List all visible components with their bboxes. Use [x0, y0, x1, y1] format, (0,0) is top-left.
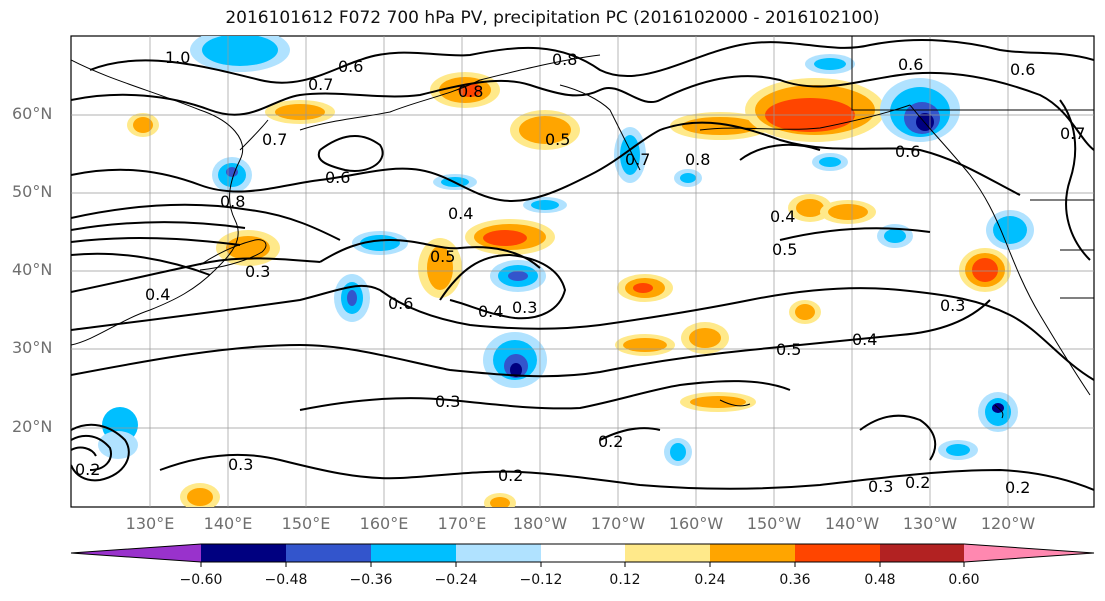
- colorbar-tick: −0.12: [519, 572, 563, 588]
- colorbar-tick: 0.60: [948, 572, 980, 588]
- lon-label: 130°E: [125, 514, 175, 533]
- contour-label: 0.3: [868, 477, 894, 496]
- contour-label: 0.6: [388, 294, 414, 313]
- contour-label: 0.7: [1060, 124, 1086, 143]
- contour-label: 0.3: [228, 455, 254, 474]
- colorbar-tick: −0.24: [434, 572, 478, 588]
- contour-label: 0.4: [448, 204, 474, 223]
- lat-label: 30°N: [12, 338, 53, 357]
- lat-lon-grid: [71, 36, 1094, 507]
- lon-label: 160°E: [359, 514, 409, 533]
- colorbar-tick: 0.24: [694, 572, 726, 588]
- contour-label: 0.6: [325, 168, 351, 187]
- lat-label: 50°N: [12, 182, 53, 201]
- contour-label: 0.5: [545, 130, 571, 149]
- colorbar-tick: 0.36: [779, 572, 811, 588]
- contour-label: 0.8: [220, 192, 246, 211]
- contour-label: 1.0: [165, 48, 191, 67]
- contour-label: 0.8: [458, 82, 484, 101]
- colorbar-tick: 0.12: [609, 572, 641, 588]
- lon-label: 160°W: [668, 514, 724, 533]
- contour-label: 0.3: [940, 296, 966, 315]
- colorbar-tick: −0.60: [179, 572, 223, 588]
- contour-label: 0.5: [776, 340, 802, 359]
- contour-label: 0.8: [552, 50, 578, 69]
- contour-label: 0.2: [598, 432, 624, 451]
- lat-label: 20°N: [12, 417, 53, 436]
- lon-label: 140°W: [824, 514, 880, 533]
- contour-label: 0.7: [625, 150, 651, 169]
- contour-label: 0.6: [898, 55, 924, 74]
- contour-label: 0.6: [895, 142, 921, 161]
- contour-label: 0.2: [905, 473, 931, 492]
- map-title: 2016101612 F072 700 hPa PV, precipitatio…: [225, 8, 880, 28]
- contour-label: 0.4: [145, 285, 171, 304]
- contour-label: 0.5: [772, 240, 798, 259]
- contour-label: 0.6: [338, 57, 364, 76]
- colorbar-tick: −0.48: [264, 572, 308, 588]
- pv-contours: [71, 39, 1094, 491]
- contour-label: 0.6: [1010, 60, 1036, 79]
- lon-label: 150°W: [746, 514, 802, 533]
- lat-label: 40°N: [12, 260, 53, 279]
- contour-label: 0.3: [512, 298, 538, 317]
- contour-label: 0.4: [852, 330, 878, 349]
- lat-label: 60°N: [12, 104, 53, 123]
- contour-label: 0.5: [430, 247, 456, 266]
- lon-label: 170°E: [437, 514, 487, 533]
- lon-label: 180°W: [512, 514, 568, 533]
- lon-label: 130°W: [902, 514, 958, 533]
- contour-label: 0.8: [685, 150, 711, 169]
- lon-label: 150°E: [281, 514, 331, 533]
- contour-label: 0.4: [478, 302, 504, 321]
- lon-label: 140°E: [203, 514, 253, 533]
- contour-label: 0.7: [262, 130, 288, 149]
- contour-label: 0.7: [308, 75, 334, 94]
- lon-label: 120°W: [980, 514, 1036, 533]
- contour-label: 0.4: [770, 207, 796, 226]
- contour-label: 0.3: [245, 262, 271, 281]
- colorbar-tick: 0.48: [864, 572, 896, 588]
- contour-label: 0.2: [1005, 478, 1031, 497]
- colorbar-tick: −0.36: [349, 572, 393, 588]
- lon-label: 170°W: [590, 514, 646, 533]
- precip-positive-anomaly: [127, 72, 1011, 507]
- contour-label: 0.2: [498, 466, 524, 485]
- contour-label: 0.2: [75, 460, 101, 479]
- contour-label: 0.3: [435, 392, 461, 411]
- coastlines: [71, 36, 1094, 419]
